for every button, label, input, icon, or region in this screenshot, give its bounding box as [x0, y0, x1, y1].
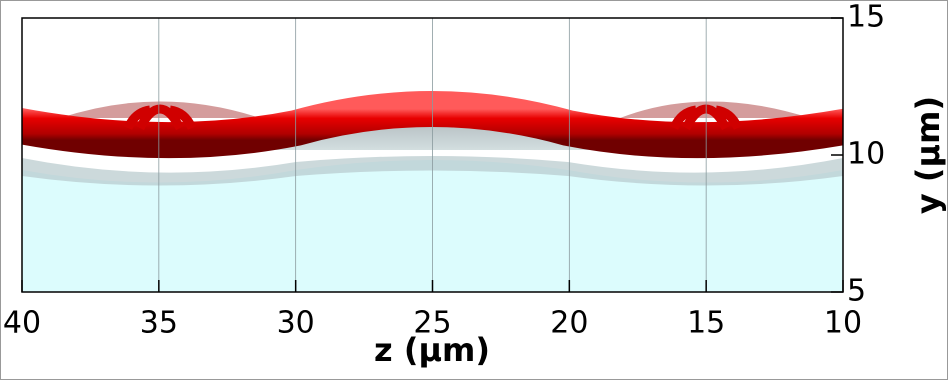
y-tick-label: 15	[847, 0, 885, 35]
x-tick-label: 30	[277, 306, 315, 341]
y-axis-label: y (μm)	[909, 96, 947, 214]
y-tick-label: 10	[847, 137, 885, 172]
x-tick-label: 10	[824, 306, 862, 341]
x-tick-label: 15	[687, 306, 725, 341]
scene	[0, 18, 870, 292]
x-tick-label: 25	[413, 306, 451, 341]
y-tick-label: 5	[847, 274, 866, 309]
x-tick-label: 40	[3, 306, 41, 341]
x-tick-label: 20	[550, 306, 588, 341]
x-tick-label: 35	[140, 306, 178, 341]
